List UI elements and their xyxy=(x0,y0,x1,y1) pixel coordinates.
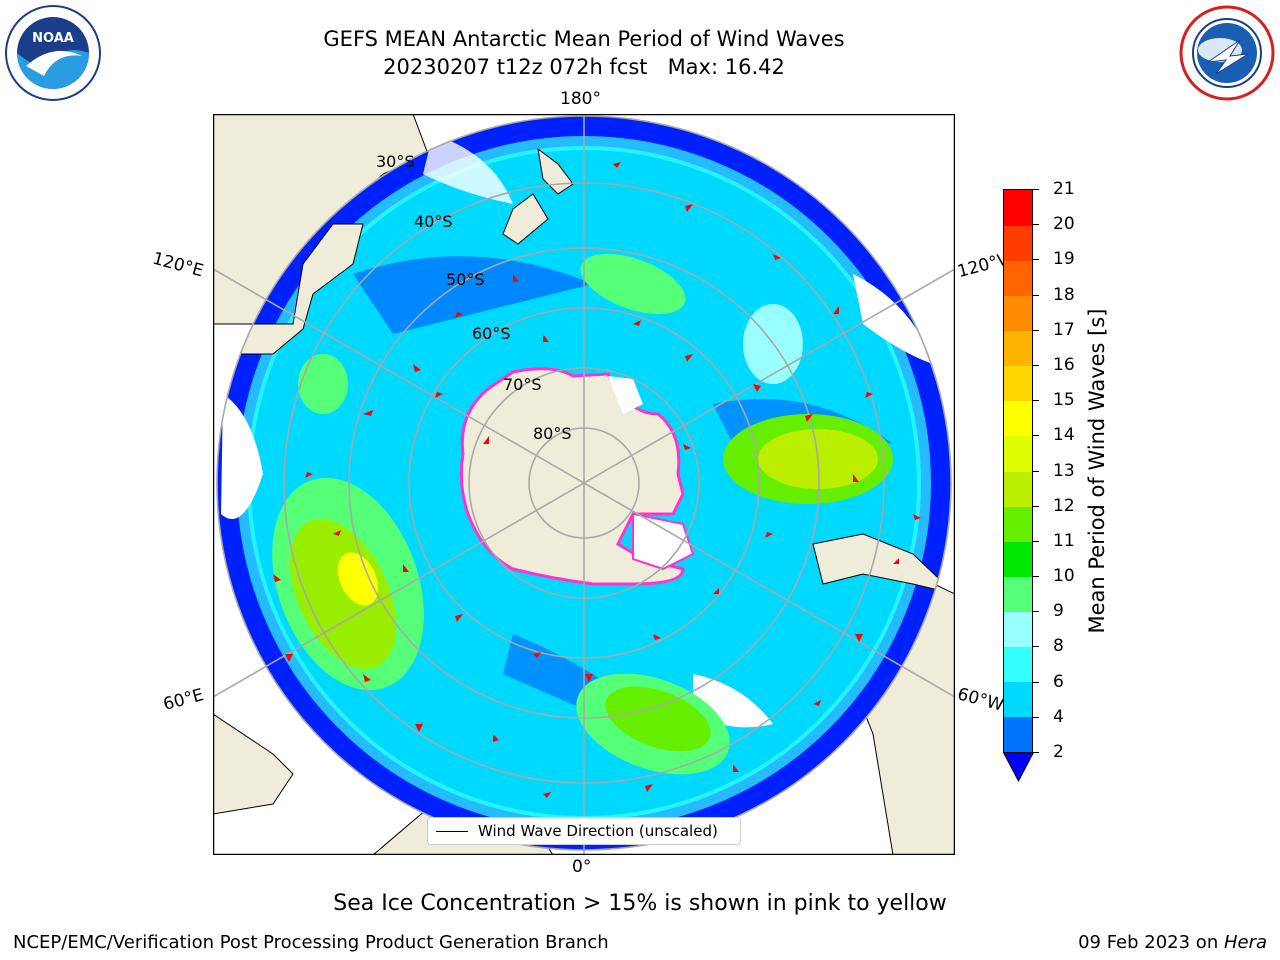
colorbar-segment xyxy=(1004,400,1032,437)
graticule xyxy=(213,114,955,855)
colorbar-segment xyxy=(1004,611,1032,648)
colorbar-segment xyxy=(1004,681,1032,718)
colorbar-tick-mark xyxy=(1033,716,1039,718)
colorbar-tick-label: 21 xyxy=(1053,179,1075,199)
lat-label-40: 40°S xyxy=(414,212,453,231)
wind-arrows xyxy=(273,162,921,798)
colorbar-segment xyxy=(1004,330,1032,367)
legend-label: Wind Wave Direction (unscaled) xyxy=(478,822,718,840)
colorbar-tick-mark xyxy=(1033,540,1039,542)
colorbar-tick-label: 18 xyxy=(1053,284,1075,305)
chart-title: GEFS MEAN Antarctic Mean Period of Wind … xyxy=(323,27,845,51)
colorbar-segment xyxy=(1004,646,1032,683)
colorbar-segment xyxy=(1004,365,1032,402)
lat-label-50: 50°S xyxy=(446,270,485,289)
lon-label-bottom: 0° xyxy=(572,857,592,877)
colorbar-tick-label: 13 xyxy=(1053,460,1075,481)
colorbar-tick-label: 17 xyxy=(1053,319,1075,340)
colorbar-segment xyxy=(1004,190,1032,226)
polar-map xyxy=(213,114,955,855)
colorbar-tick-mark xyxy=(1033,224,1039,226)
lon-label-left-upper: 120°E xyxy=(150,248,206,282)
colorbar-segment xyxy=(1004,225,1032,261)
colorbar-tick-label: 2 xyxy=(1053,742,1064,762)
colorbar-tick-mark xyxy=(1033,364,1039,366)
lat-label-80: 80°S xyxy=(533,424,572,443)
chart-subtitle: 20230207 t12z 072h fcst Max: 16.42 xyxy=(383,55,785,79)
map-frame xyxy=(213,114,955,855)
lat-label-30: 30°S xyxy=(376,152,415,171)
colorbar-segment xyxy=(1004,471,1032,507)
lon-label-left-lower: 60°E xyxy=(161,685,206,715)
colorbar-tick-label: 9 xyxy=(1053,601,1064,622)
colorbar-segment xyxy=(1004,435,1032,472)
colorbar xyxy=(1003,189,1033,753)
colorbar-tick-label: 16 xyxy=(1053,354,1075,375)
footer-left: NCEP/EMC/Verification Post Processing Pr… xyxy=(13,932,609,953)
colorbar-tick-mark xyxy=(1033,681,1039,683)
colorbar-label: Mean Period of Wind Waves [s] xyxy=(1085,308,1109,634)
lat-label-60: 60°S xyxy=(472,324,511,343)
colorbar-tick-mark xyxy=(1033,752,1039,753)
colorbar-tick-mark xyxy=(1033,329,1039,331)
colorbar-segment xyxy=(1004,576,1032,612)
legend-line-icon xyxy=(436,831,468,832)
colorbar-tick-label: 12 xyxy=(1053,495,1075,516)
colorbar-tick-label: 6 xyxy=(1053,671,1064,692)
footer-host: Hera xyxy=(1223,932,1267,953)
lon-label-right-lower: 60°W xyxy=(955,684,1006,716)
colorbar-segment xyxy=(1004,506,1032,542)
colorbar-segment xyxy=(1004,716,1032,753)
sea-ice-caption: Sea Ice Concentration > 15% is shown in … xyxy=(333,891,947,916)
colorbar-tick-label: 11 xyxy=(1053,530,1075,551)
colorbar-tick-label: 20 xyxy=(1053,214,1075,235)
colorbar-extend-arrow-icon xyxy=(1003,752,1034,782)
colorbar-segment xyxy=(1004,260,1032,296)
colorbar-tick-mark xyxy=(1033,576,1039,578)
footer-right: 09 Feb 2023 on Hera xyxy=(1078,932,1267,953)
colorbar-tick-label: 4 xyxy=(1053,706,1064,727)
colorbar-tick-label: 14 xyxy=(1053,425,1075,446)
colorbar-tick-mark xyxy=(1033,435,1039,437)
nws-logo-icon xyxy=(1179,5,1275,101)
colorbar-tick-label: 10 xyxy=(1053,566,1075,587)
map-legend: Wind Wave Direction (unscaled) xyxy=(427,817,741,845)
footer-date: 09 Feb 2023 on xyxy=(1078,932,1224,953)
colorbar-tick-label: 8 xyxy=(1053,636,1064,657)
colorbar-tick-label: 15 xyxy=(1053,390,1075,411)
noaa-logo-text: NOAA xyxy=(32,31,74,46)
colorbar-tick-label: 19 xyxy=(1053,249,1075,270)
colorbar-segment xyxy=(1004,295,1032,331)
noaa-logo-icon: NOAA xyxy=(5,5,101,101)
colorbar-tick-mark xyxy=(1033,400,1039,402)
colorbar-tick-mark xyxy=(1033,646,1039,648)
colorbar-tick-mark xyxy=(1033,294,1039,296)
lat-label-70: 70°S xyxy=(503,375,542,394)
colorbar-tick-mark xyxy=(1033,470,1039,472)
lon-label-top: 180° xyxy=(560,89,601,109)
colorbar-tick-mark xyxy=(1033,611,1039,613)
colorbar-tick-mark xyxy=(1033,189,1039,190)
colorbar-tick-mark xyxy=(1033,505,1039,507)
colorbar-tick-mark xyxy=(1033,259,1039,261)
colorbar-segment xyxy=(1004,541,1032,577)
